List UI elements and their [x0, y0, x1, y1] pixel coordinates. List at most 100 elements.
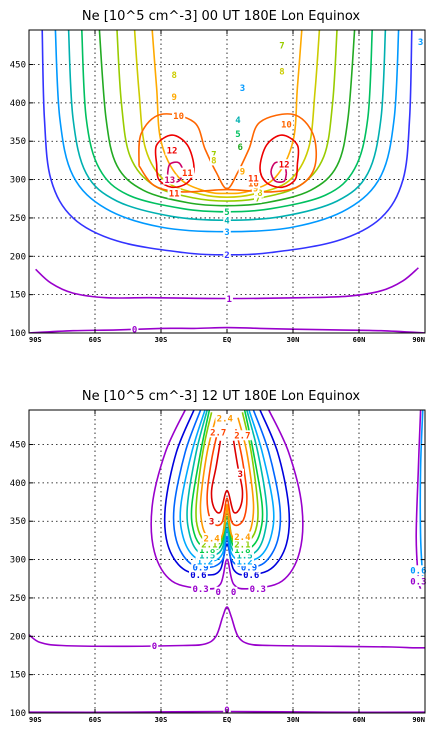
contour-label-bg [200, 539, 219, 550]
contour-line-0 [29, 326, 425, 333]
x-tick-label: 60S [89, 716, 102, 724]
contour-lines [29, 410, 425, 713]
y-tick-label: 250 [10, 594, 26, 604]
contour-label-bg [409, 565, 428, 576]
contour-label-bg [233, 531, 252, 542]
contour-line-0.3 [150, 410, 304, 590]
contour-label: 2.1 [201, 541, 217, 551]
contour-label: 8 [171, 71, 176, 81]
contour-label: 7 [279, 42, 284, 52]
contour-label: 0 [231, 588, 236, 598]
contour-line-1.2 [179, 410, 275, 563]
contour-label: 3 [240, 84, 245, 94]
contour-label: 4 [235, 116, 241, 126]
contour-label: 0.6 [190, 571, 206, 581]
contour-label: 0 [132, 325, 137, 335]
contour-label-bg [167, 188, 181, 199]
contour-label: 12 [167, 147, 178, 157]
contour-label-bg [238, 82, 247, 93]
contour-line-0 [29, 606, 425, 649]
contour-label-bg [225, 293, 233, 304]
contour-line-0.9 [172, 410, 282, 569]
contour-label-bg [235, 549, 254, 560]
contour-label: 1.2 [197, 557, 213, 567]
x-tick-label: 60N [353, 716, 366, 724]
contour-line-1.8 [190, 410, 264, 551]
contour-label-bg [254, 192, 262, 203]
contour-label: 8 [211, 157, 216, 167]
x-tick-label: 90S [29, 716, 42, 724]
contour-label: 12 [279, 161, 290, 171]
contour-label: 11 [248, 174, 259, 184]
contour-label: 0 [215, 588, 220, 598]
contour-label: 0.6 [243, 571, 259, 581]
contour-label: 0.9 [192, 564, 208, 574]
contour-label-bg [229, 586, 238, 597]
contour-label-bg [278, 66, 286, 77]
contour-label-bg [202, 533, 221, 544]
contour-label-bg [278, 40, 286, 51]
contour-label: 2.4 [234, 533, 251, 543]
y-tick-label: 400 [10, 479, 26, 489]
contour-line-10 [138, 113, 318, 193]
y-tick-label: 350 [10, 137, 26, 147]
contour-line-8 [133, 30, 321, 198]
contour-label: 0 [152, 642, 157, 652]
contour-label-bg [189, 569, 208, 580]
contour-label: 1 [226, 295, 231, 305]
x-tick-label: 90N [412, 716, 425, 724]
contour-line-3 [210, 440, 244, 514]
contour-label: 2.7 [234, 432, 250, 442]
y-tick-label: 300 [10, 176, 26, 186]
x-tick-label: EQ [223, 336, 231, 344]
contour-label-bg [234, 114, 242, 125]
contour-label-bg [279, 119, 293, 130]
contour-label-bg [191, 583, 210, 594]
contour-label: 2.7 [210, 429, 226, 439]
y-tick-label: 150 [10, 671, 26, 681]
contour-label-bg [208, 427, 228, 438]
x-tick-label: 30N [287, 716, 300, 724]
contour-label-bg [233, 539, 252, 550]
contour-label-bg [172, 110, 186, 121]
y-tick-label: 250 [10, 214, 26, 224]
contour-label: 2.1 [234, 541, 250, 551]
contour-line-12 [259, 134, 300, 189]
contour-label: 4 [224, 217, 230, 227]
contour-label: 7 [255, 194, 260, 204]
contour-label: 8 [279, 68, 284, 78]
contour-label: 3 [418, 38, 423, 48]
contour-label: 0.6 [410, 567, 426, 577]
contour-label: 11 [182, 169, 193, 179]
contour-label-bg [409, 576, 428, 587]
contour-label-bg [236, 141, 244, 152]
contour-label: 5 [224, 208, 229, 218]
chart-title: Ne [10^5 cm^-3] 00 UT 180E Lon Equinox [82, 9, 361, 24]
contour-label: 1.8 [199, 546, 215, 556]
electron-density-chart-00ut: Ne [10^5 cm^-3] 00 UT 180E Lon Equinox10… [10, 9, 426, 344]
contour-label-bg [223, 249, 231, 260]
contour-label-bg [197, 549, 217, 560]
contour-label: 0.3 [410, 577, 426, 587]
contour-line-2.7 [206, 429, 248, 527]
contour-label-bg [215, 413, 235, 424]
contour-label: 2 [224, 251, 229, 261]
contour-label-bg [277, 159, 291, 170]
contour-label-bg [239, 562, 259, 573]
contour-label-bg [163, 174, 177, 185]
electron-density-chart-12ut: Ne [10^5 cm^-3] 12 UT 180E Lon Equinox00… [10, 389, 428, 724]
contour-label-bg [238, 166, 247, 177]
contour-label-bg [233, 430, 252, 441]
contour-label: 2.4 [203, 534, 220, 544]
y-tick-label: 400 [10, 99, 26, 109]
contour-label-bg [180, 167, 194, 178]
contour-line-7 [116, 30, 338, 202]
x-tick-label: 30N [287, 336, 300, 344]
y-tick-label: 350 [10, 517, 26, 527]
contour-label-bg [235, 556, 254, 567]
contour-label-bg [207, 516, 216, 527]
contour-label-bg [233, 544, 252, 555]
x-tick-label: 90N [412, 336, 425, 344]
contour-label: 10 [248, 180, 259, 190]
contour-label-bg [195, 556, 215, 567]
